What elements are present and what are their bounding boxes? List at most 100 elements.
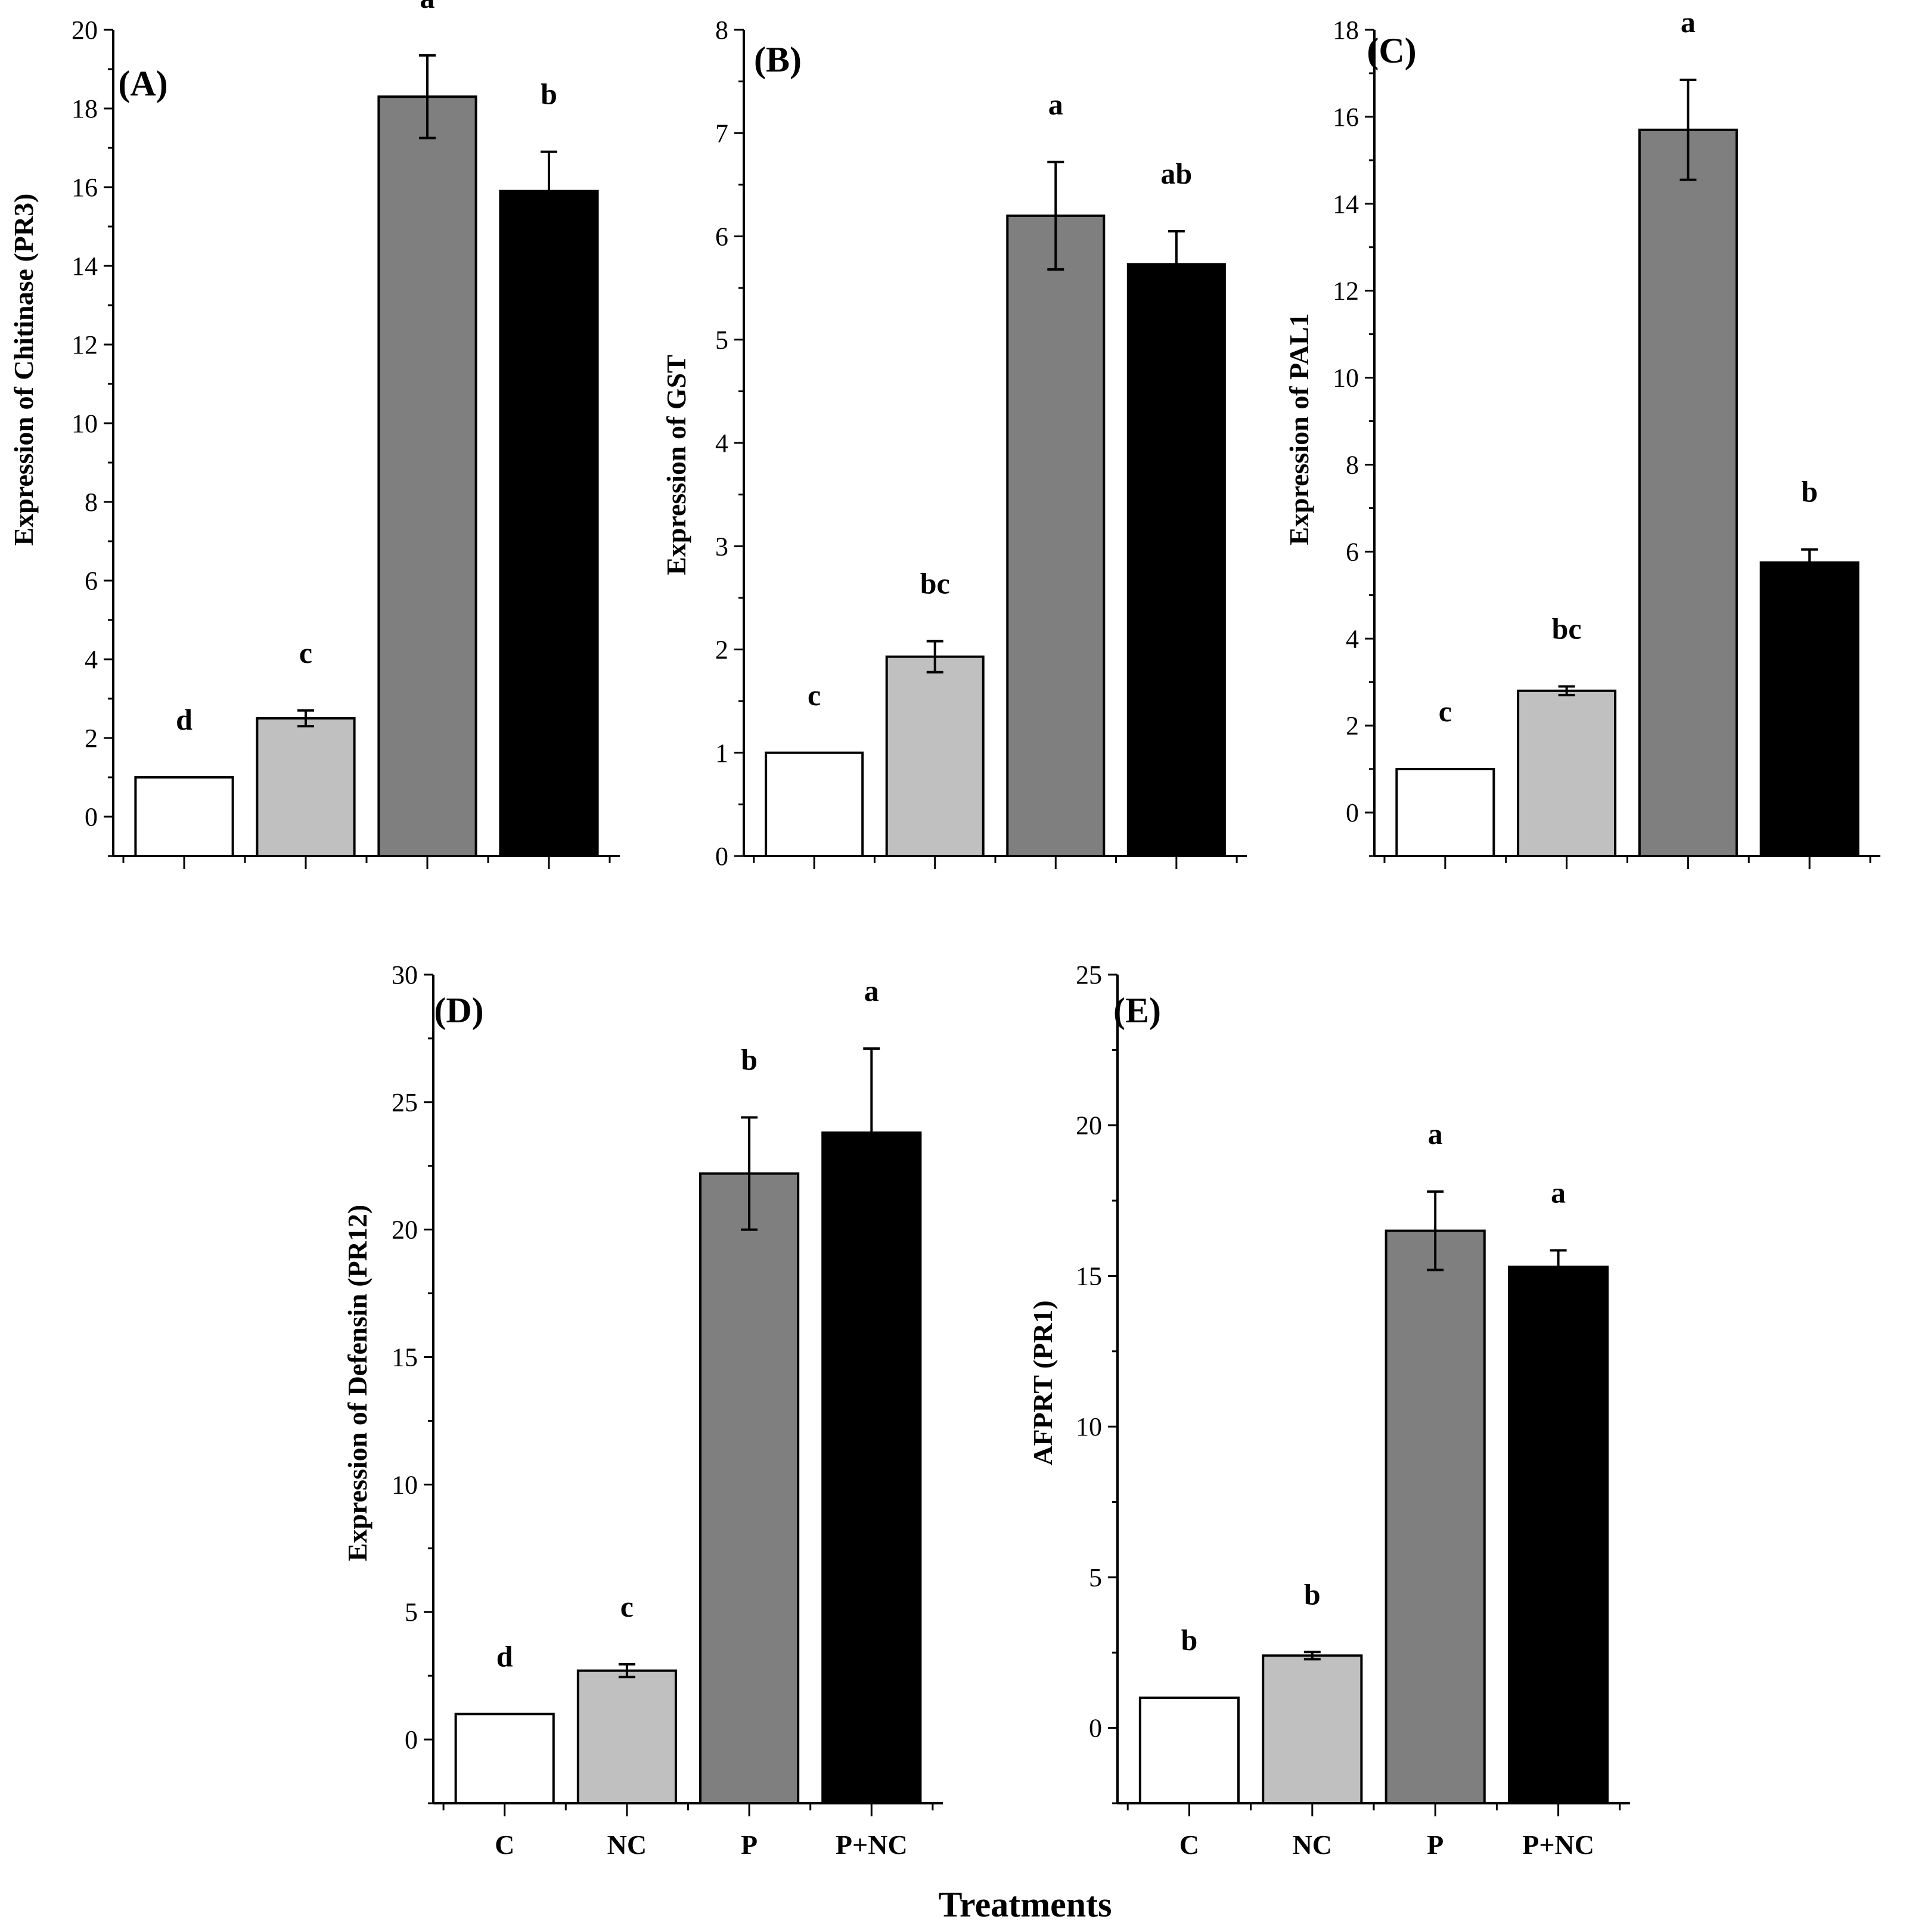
x-category-label: NC: [607, 1829, 647, 1860]
y-tick-label: 10: [72, 409, 98, 438]
y-tick-label: 4: [715, 429, 728, 458]
significance-letter: c: [1439, 694, 1452, 728]
error-bar: [1680, 78, 1697, 181]
error-bar: [1558, 685, 1575, 697]
bar-p-plus-nc: [499, 190, 599, 858]
y-tick-label: 14: [1333, 190, 1359, 219]
y-tick-label: 8: [715, 15, 728, 45]
bar-nc: [1262, 1654, 1363, 1805]
panel-label: (A): [118, 64, 167, 103]
significance-letter: b: [1181, 1623, 1197, 1657]
bar-p-plus-nc: [1759, 561, 1860, 858]
x-category-label: NC: [1293, 1829, 1332, 1860]
x-category-label: C: [495, 1829, 514, 1860]
error-bar: [1047, 160, 1064, 271]
x-category-label: C: [1179, 1829, 1199, 1860]
significance-letter: a: [1551, 1176, 1566, 1209]
y-tick-label: 6: [1346, 537, 1359, 566]
y-tick-label: 1: [715, 739, 728, 768]
y-tick-label: 25: [1076, 960, 1102, 990]
y-tick-label: 3: [715, 532, 728, 561]
significance-letter: a: [1681, 5, 1696, 39]
y-tick-label: 5: [405, 1598, 418, 1627]
y-tick-label: 0: [85, 802, 98, 832]
error-bar: [541, 150, 557, 232]
error-bar: [618, 1663, 635, 1679]
y-tick-label: 25: [392, 1088, 418, 1117]
bar-c: [1395, 768, 1495, 857]
y-tick-label: 10: [1333, 364, 1359, 393]
y-tick-label: 10: [1076, 1412, 1102, 1441]
y-tick-label: 12: [1333, 277, 1359, 306]
y-tick-label: 8: [85, 488, 98, 517]
x-category-label: P: [741, 1829, 758, 1860]
y-tick-label: 2: [1346, 711, 1359, 740]
y-tick-label: 6: [85, 566, 98, 596]
y-tick-label: 10: [392, 1470, 418, 1499]
chart-panels: 02468101214161820dcab(A)Expression of Ch…: [8, 0, 1880, 1860]
y-tick-label: 16: [1333, 103, 1359, 132]
y-tick-label: 7: [715, 119, 728, 148]
bar-nc: [885, 655, 985, 857]
y-tick-label: 20: [392, 1215, 418, 1245]
bar-p: [1006, 214, 1106, 858]
x-axis-title: Treatments: [938, 1885, 1112, 1924]
y-tick-label: 20: [1076, 1111, 1102, 1140]
bar-p: [699, 1172, 800, 1804]
panel-5: 0 5 10 15 20 25 b Cb NC a Pa P+NC (E) AFPRT (PR1): [1027, 960, 1630, 1860]
bar-c: [454, 1713, 555, 1804]
y-tick-label: 0: [1346, 798, 1359, 827]
significance-letter: a: [864, 974, 879, 1007]
x-category-label: P+NC: [1522, 1829, 1594, 1860]
y-axis-label: Expression of Chitinase (PR3): [8, 194, 39, 546]
significance-letter: d: [176, 703, 193, 736]
significance-letter: d: [496, 1639, 513, 1673]
bar-p-plus-nc: [821, 1131, 922, 1804]
y-axis-label: Expression of PAL1: [1284, 313, 1314, 545]
y-tick-label: 12: [72, 330, 98, 359]
y-tick-label: 2: [85, 724, 98, 753]
y-tick-label: 15: [1076, 1261, 1102, 1291]
error-bar: [297, 709, 314, 728]
x-category-label: P: [1427, 1829, 1444, 1860]
y-tick-label: 18: [1333, 15, 1359, 45]
error-bar: [1550, 1249, 1567, 1285]
bar-p: [1638, 128, 1738, 858]
error-bar: [1303, 1651, 1321, 1661]
y-axis-label: Expression of GST: [661, 355, 691, 575]
significance-letter: bc: [1552, 612, 1582, 646]
panel-1: 0 2 4 6 8 10 12 14 16 18 20 d c a b (A) Expression of Ch…: [8, 0, 620, 869]
y-tick-label: 18: [72, 94, 98, 123]
bar-p-plus-nc: [1126, 263, 1226, 857]
significance-letter: c: [808, 678, 821, 712]
y-tick-label: 14: [72, 252, 98, 281]
significance-letter: c: [299, 636, 312, 669]
significance-letter: b: [1304, 1577, 1321, 1611]
y-tick-label: 0: [405, 1725, 418, 1754]
error-bar: [1427, 1190, 1444, 1272]
y-tick-label: 5: [1089, 1563, 1102, 1592]
bar-c: [765, 751, 864, 857]
significance-letter: a: [420, 0, 435, 14]
error-bar: [1801, 548, 1818, 577]
y-axis-label: Expression of Defensin (PR12): [342, 1205, 372, 1561]
y-tick-label: 0: [1089, 1714, 1102, 1743]
panel-4: 0 5 10 15 20 25 30 d Cc NC b Pa P+NC (D) Expression of…: [342, 960, 943, 1860]
panel-label: (C): [1367, 31, 1416, 70]
significance-letter: ab: [1160, 157, 1192, 190]
significance-letter: b: [541, 77, 557, 111]
significance-letter: b: [1801, 475, 1818, 508]
error-bar: [419, 54, 436, 139]
panel-label: (E): [1113, 991, 1161, 1030]
bar-c: [134, 776, 234, 857]
significance-letter: b: [741, 1043, 758, 1077]
significance-letter: c: [620, 1590, 634, 1623]
bar-nc: [1517, 689, 1617, 858]
bar-nc: [576, 1669, 677, 1805]
bar-nc: [256, 717, 356, 857]
significance-letter: a: [1428, 1117, 1443, 1150]
y-tick-label: 30: [392, 960, 418, 990]
y-tick-label: 5: [715, 325, 728, 355]
error-bar: [926, 640, 943, 674]
